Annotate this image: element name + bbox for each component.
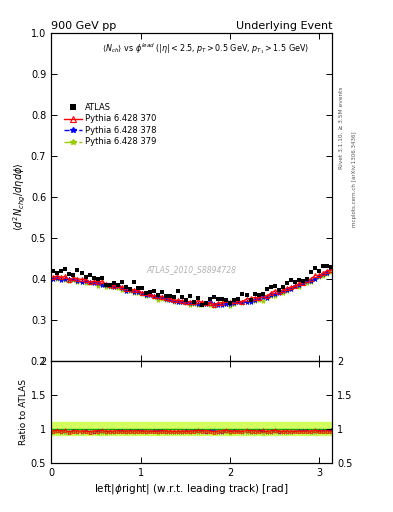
Legend: ATLAS, Pythia 6.428 370, Pythia 6.428 378, Pythia 6.428 379: ATLAS, Pythia 6.428 370, Pythia 6.428 37… [64, 103, 157, 146]
X-axis label: left|$\phi$right| (w.r.t. leading track) [rad]: left|$\phi$right| (w.r.t. leading track)… [94, 482, 289, 497]
Text: Underlying Event: Underlying Event [235, 21, 332, 31]
Text: ATLAS_2010_S8894728: ATLAS_2010_S8894728 [147, 265, 237, 274]
Text: mcplots.cern.ch [arXiv:1306.3436]: mcplots.cern.ch [arXiv:1306.3436] [352, 132, 357, 227]
Y-axis label: Ratio to ATLAS: Ratio to ATLAS [19, 379, 28, 445]
Text: $\langle N_{ch}\rangle$ vs $\phi^{lead}$ ($|\eta| < 2.5, p_T > 0.5$ GeV, $p_{T_1: $\langle N_{ch}\rangle$ vs $\phi^{lead}$… [102, 41, 309, 56]
Y-axis label: $\langle d^2 N_{chg}/d\eta d\phi\rangle$: $\langle d^2 N_{chg}/d\eta d\phi\rangle$ [12, 163, 28, 231]
Text: Rivet 3.1.10, ≥ 3.5M events: Rivet 3.1.10, ≥ 3.5M events [339, 87, 344, 169]
Text: 900 GeV pp: 900 GeV pp [51, 21, 116, 31]
